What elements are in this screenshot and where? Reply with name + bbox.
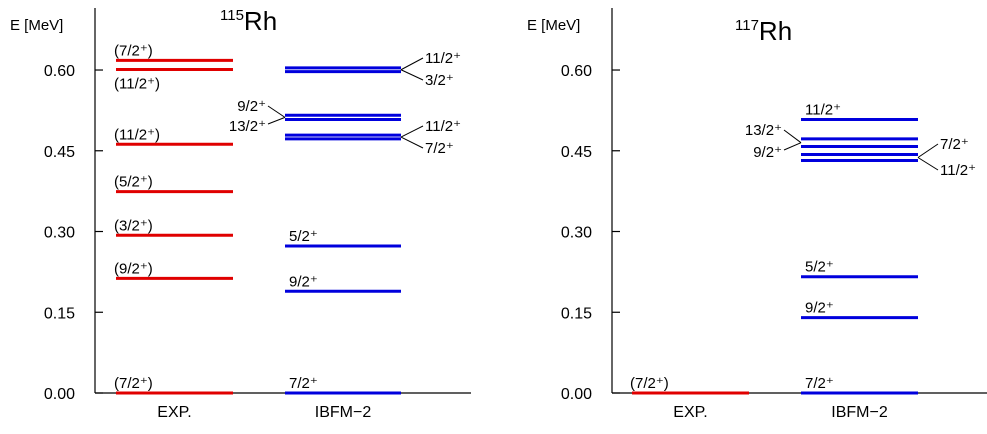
ibfm-level-label: 9/2⁺ bbox=[753, 144, 782, 161]
column-label-exp: EXP. bbox=[157, 404, 191, 421]
label-connector bbox=[267, 105, 286, 118]
y-tick-label: 0.00 bbox=[44, 386, 75, 403]
ibfm-level-label: 9/2⁺ bbox=[805, 300, 834, 317]
ibfm-level-label: 11/2⁺ bbox=[425, 118, 461, 135]
ibfm-level-label: 5/2⁺ bbox=[805, 259, 834, 276]
nucleus-symbol: Rh bbox=[759, 16, 792, 46]
ibfm-level-label: 5/2⁺ bbox=[289, 228, 318, 245]
exp-level-label: (5/2⁺) bbox=[114, 174, 153, 191]
y-tick-label: 0.00 bbox=[561, 386, 592, 403]
exp-level-label: (7/2⁺) bbox=[114, 42, 153, 59]
label-connector bbox=[400, 125, 424, 138]
ibfm-level-label: 11/2⁺ bbox=[805, 102, 841, 119]
y-tick-label: 0.60 bbox=[561, 63, 592, 80]
column-label-ibfm: IBFM−2 bbox=[831, 404, 888, 421]
y-tick-label: 0.30 bbox=[561, 225, 592, 242]
y-tick-label: 0.45 bbox=[44, 144, 75, 161]
ibfm-level-label: 3/2⁺ bbox=[425, 72, 454, 89]
label-connector bbox=[783, 142, 802, 151]
nucleus-title: 117Rh bbox=[735, 16, 792, 46]
nucleus-symbol: Rh bbox=[244, 6, 277, 36]
label-connector bbox=[400, 69, 424, 81]
label-connector bbox=[400, 136, 424, 149]
ibfm-level-label: 9/2⁺ bbox=[289, 273, 318, 290]
exp-level-label: (11/2⁺) bbox=[114, 75, 160, 92]
nucleus-mass: 115 bbox=[220, 7, 244, 24]
nucleus-title: 115Rh bbox=[220, 6, 277, 36]
ibfm-level-label: 7/2⁺ bbox=[940, 136, 969, 153]
ibfm-level-label: 7/2⁺ bbox=[425, 140, 454, 157]
column-label-exp: EXP. bbox=[673, 404, 707, 421]
y-tick-label: 0.45 bbox=[561, 144, 592, 161]
label-connector bbox=[783, 129, 802, 144]
ibfm-level-label: 7/2⁺ bbox=[805, 375, 834, 392]
label-connector bbox=[267, 116, 286, 125]
exp-level-label: (7/2⁺) bbox=[114, 375, 153, 392]
exp-level-label: (9/2⁺) bbox=[114, 260, 153, 277]
exp-level-label: (3/2⁺) bbox=[114, 217, 153, 234]
exp-level-label: (11/2⁺) bbox=[114, 126, 160, 143]
column-label-ibfm: IBFM−2 bbox=[315, 404, 372, 421]
ibfm-level-label: 7/2⁺ bbox=[289, 375, 318, 392]
label-connector bbox=[400, 57, 424, 71]
y-tick-label: 0.30 bbox=[44, 225, 75, 242]
label-connector bbox=[917, 157, 939, 171]
ibfm-level-label: 13/2⁺ bbox=[229, 118, 266, 135]
ibfm-level-label: 9/2⁺ bbox=[237, 98, 266, 115]
ibfm-level-label: 11/2⁺ bbox=[940, 162, 976, 179]
y-tick-label: 0.60 bbox=[44, 63, 75, 80]
y-axis-label: E [MeV] bbox=[10, 17, 63, 34]
y-tick-label: 0.15 bbox=[44, 305, 75, 322]
y-tick-label: 0.15 bbox=[561, 305, 592, 322]
ibfm-level-label: 13/2⁺ bbox=[745, 122, 782, 139]
nucleus-mass: 117 bbox=[735, 17, 759, 34]
exp-level-label: (7/2⁺) bbox=[630, 375, 669, 392]
y-axis-label: E [MeV] bbox=[527, 17, 580, 34]
label-connector bbox=[917, 143, 939, 158]
ibfm-level-label: 11/2⁺ bbox=[425, 50, 461, 67]
